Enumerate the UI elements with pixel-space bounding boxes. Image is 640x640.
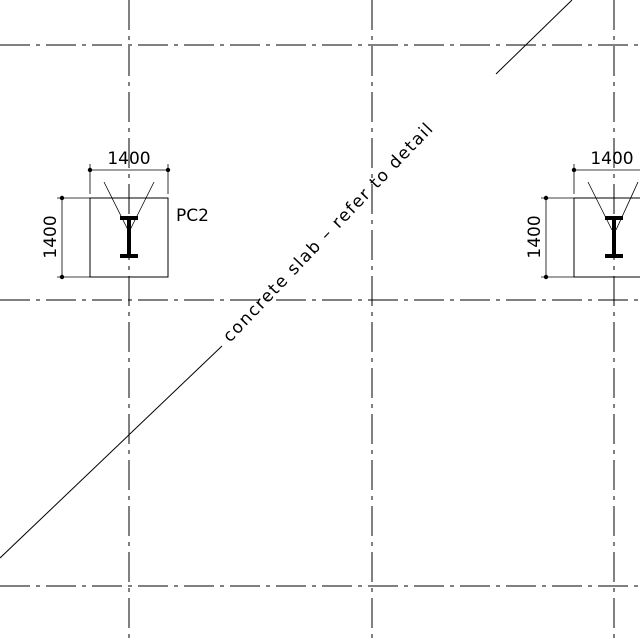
- column-flange-line-right-b: [615, 181, 639, 231]
- pad-footing-right: [541, 164, 640, 280]
- height-dim-tick-right-b: [543, 274, 549, 280]
- pad-outline-right: [573, 197, 640, 278]
- pad-mark-label: PC2: [176, 206, 209, 226]
- slab-note-text: concrete slab – refer to detail: [219, 118, 438, 346]
- column-flange-line-right-a: [587, 181, 613, 231]
- width-dim-tick-left-a: [87, 167, 93, 173]
- pad-outline-left: [89, 197, 169, 278]
- height-dim-tick-left-b: [59, 274, 65, 280]
- slab-note-line-upper: [495, 0, 573, 75]
- pad-footing-left: [57, 164, 171, 280]
- pad-height-dimension-right: 1400: [525, 215, 545, 258]
- height-dim-tick-right-a: [543, 195, 549, 201]
- width-dim-tick-right-a: [571, 167, 577, 173]
- column-flange-line-left-a: [103, 181, 129, 231]
- height-dim-tick-left-a: [59, 195, 65, 201]
- pad-width-dimension-left: 1400: [107, 149, 150, 169]
- pad-height-dimension-left: 1400: [41, 215, 61, 258]
- slab-note-line-lower: [0, 345, 223, 559]
- column-flange-line-left-b: [129, 181, 155, 231]
- pad-width-dimension-right: 1400: [590, 149, 633, 169]
- width-dim-tick-left-b: [165, 167, 171, 173]
- slab-note-leader: [0, 0, 573, 559]
